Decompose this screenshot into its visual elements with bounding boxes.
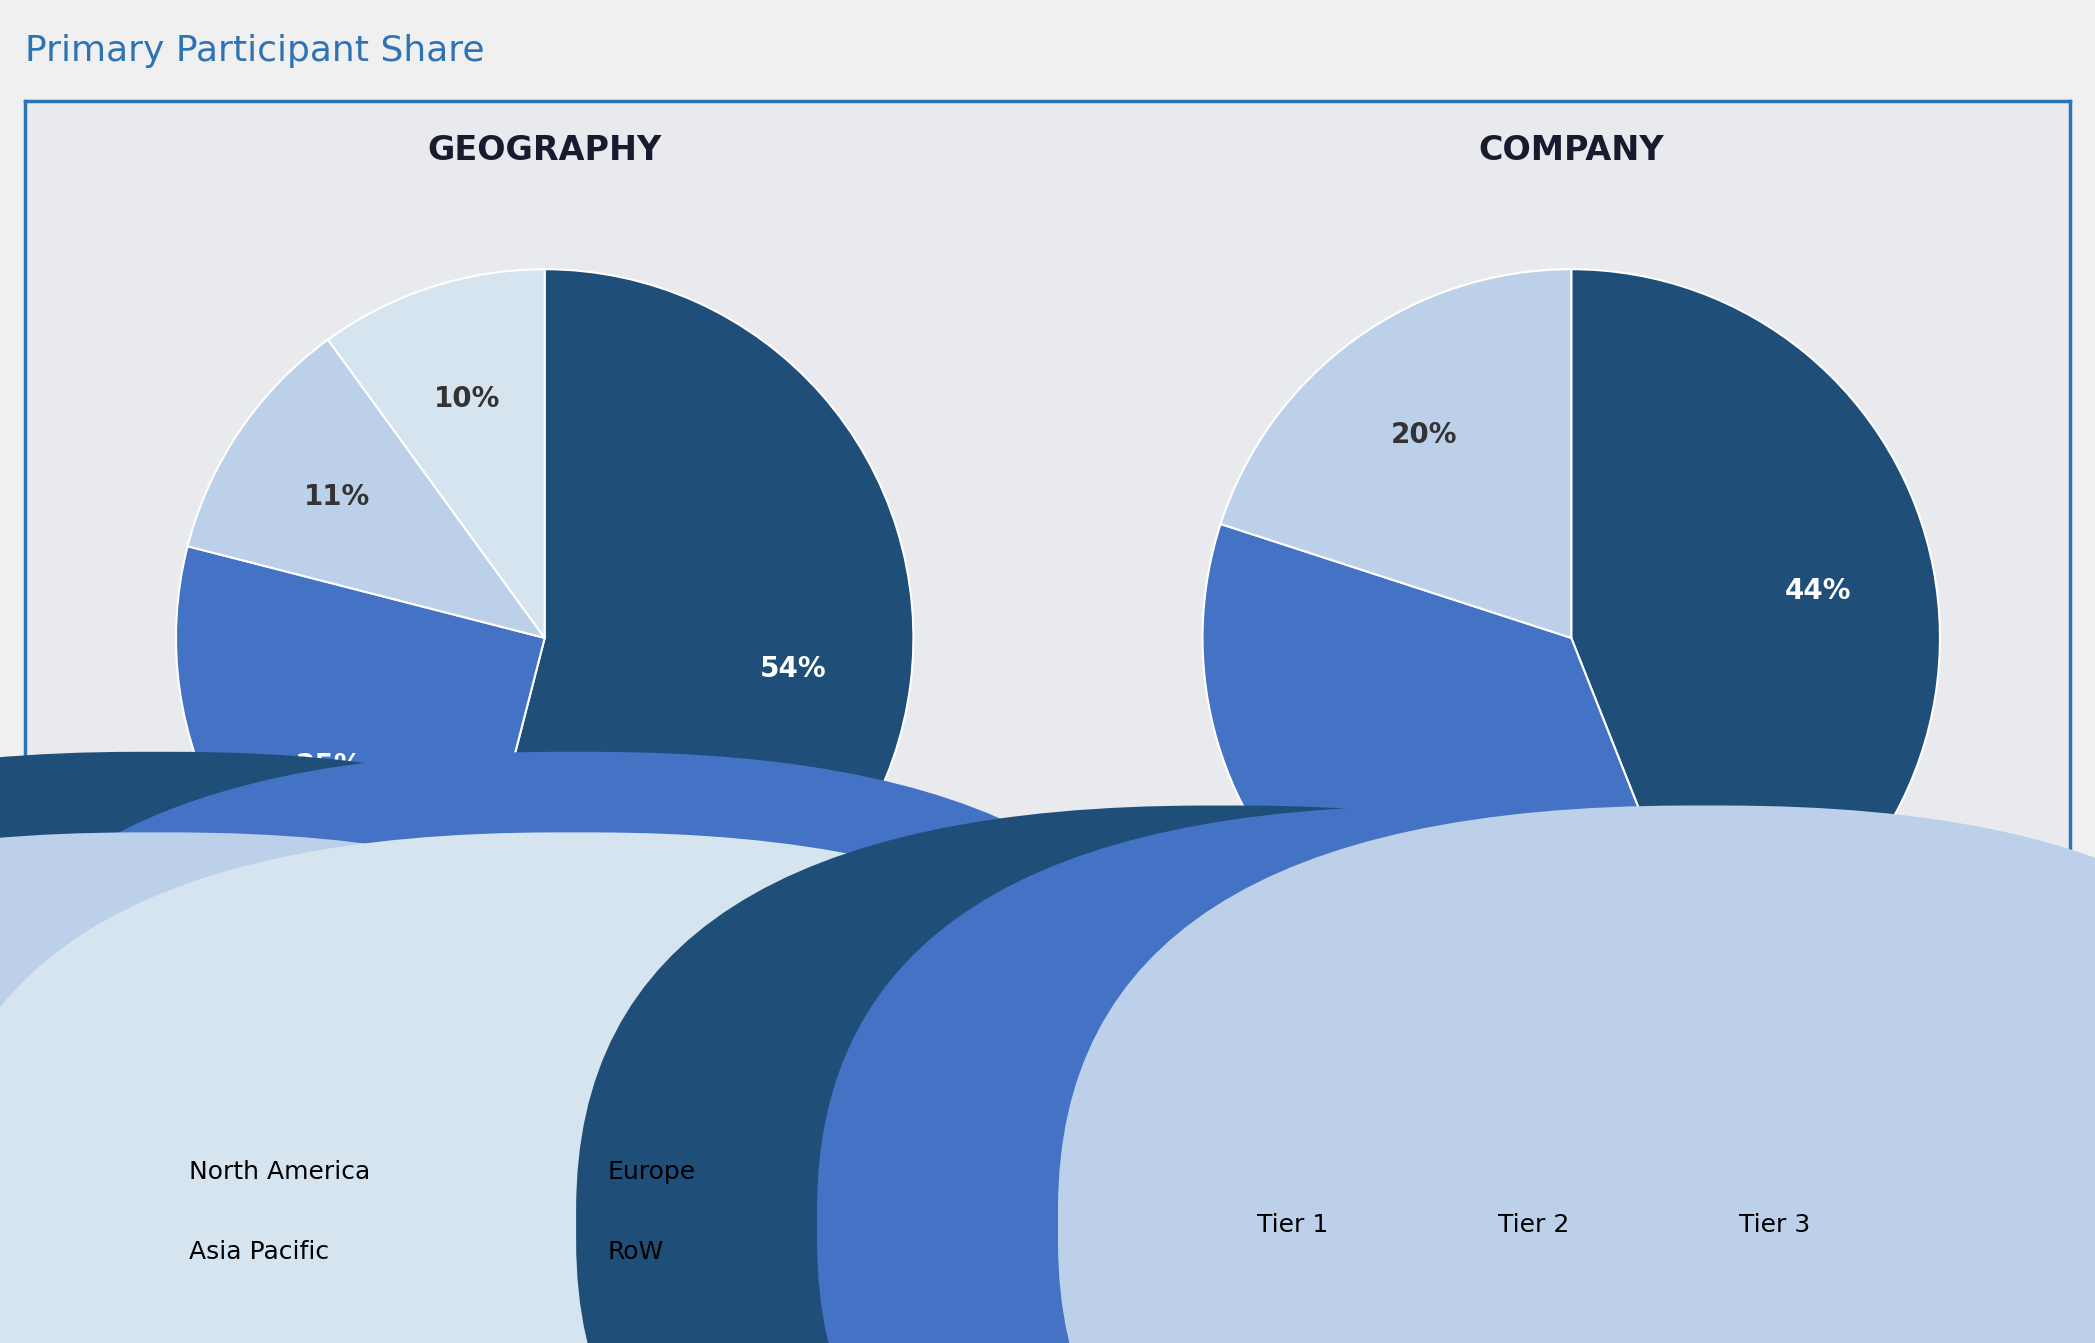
Text: 10%: 10% (434, 385, 501, 414)
Text: 25%: 25% (295, 752, 362, 779)
Text: 11%: 11% (304, 483, 371, 510)
Text: Europe: Europe (608, 1159, 696, 1183)
Title: GEOGRAPHY: GEOGRAPHY (427, 134, 662, 168)
Wedge shape (176, 547, 545, 995)
Text: RoW: RoW (608, 1240, 664, 1264)
Wedge shape (453, 269, 913, 1007)
Text: 44%: 44% (1785, 577, 1850, 604)
Text: 20%: 20% (1391, 422, 1458, 449)
Wedge shape (1571, 269, 1940, 980)
Wedge shape (189, 340, 545, 638)
Title: COMPANY: COMPANY (1479, 134, 1663, 168)
Text: Tier 2: Tier 2 (1498, 1213, 1569, 1237)
Text: North America: North America (189, 1159, 371, 1183)
Text: 54%: 54% (760, 655, 828, 684)
Text: Asia Pacific: Asia Pacific (189, 1240, 329, 1264)
Wedge shape (1203, 524, 1707, 1007)
Wedge shape (329, 269, 545, 638)
Wedge shape (1221, 269, 1571, 638)
Text: Tier 3: Tier 3 (1739, 1213, 1810, 1237)
Text: Tier 1: Tier 1 (1257, 1213, 1328, 1237)
Text: Primary Participant Share: Primary Participant Share (25, 34, 484, 67)
Text: 36%: 36% (1366, 807, 1433, 835)
